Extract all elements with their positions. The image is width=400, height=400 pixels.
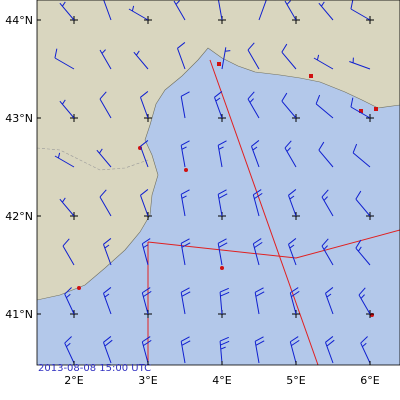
wind-barb [180,336,191,364]
wind-barb [64,287,75,315]
wind-barb [140,189,149,217]
wind-barb [251,140,260,168]
wind-barb [177,42,186,70]
wind-barb [219,287,230,315]
wind-barb [141,336,152,364]
wind-barb [350,97,371,119]
wind-barb [254,287,265,315]
wind-barb [37,264,38,265]
wind-barb [128,5,149,21]
wind-barb [133,50,149,70]
wind-barb [180,140,190,168]
wind-barb [258,0,276,21]
wind-barb [141,238,151,266]
wind-barb [59,99,75,119]
wind-barb [350,0,371,21]
lat-label: 44°N [5,14,33,27]
wind-barb [284,140,297,168]
wind-barb [284,0,297,21]
wind-barb [315,94,334,119]
timestamp: 2013-08-08 15:00 UTC [38,363,151,374]
wind-barb [180,238,191,266]
wind-barb [141,287,152,315]
wind-barb [281,92,297,119]
wind-barb [15,64,37,69]
lon-label: 3°E [138,374,157,387]
lon-label: 4°E [212,374,231,387]
wind-barb [96,148,112,168]
wind-barb [313,54,334,70]
wind-barb [321,189,334,217]
wind-barb [37,361,38,363]
wind-barb [219,336,230,364]
wind-barb [247,91,260,119]
wind-barb [252,238,263,266]
wind-barb [217,189,228,217]
wind-barb [325,287,334,315]
wind-barb [62,238,75,266]
lon-label: 5°E [286,374,305,387]
wind-barb [103,238,112,266]
wind-barb [318,141,334,168]
wind-barb [349,57,371,70]
wind-barb [103,0,112,21]
wind-barb [37,166,38,167]
wind-barb [99,49,112,70]
wind-barb [289,287,300,315]
wind-barb [221,47,231,70]
wind-barb [99,91,112,119]
wind-barb [360,336,371,364]
frame [36,0,400,366]
wind-barb [214,91,223,119]
wind-barb [54,48,75,70]
wind-barb [173,0,186,21]
wind-barb [325,336,335,364]
wind-barb [247,42,260,70]
lat-label: 43°N [5,112,33,125]
wind-barb [358,287,371,315]
wind-barb [217,0,223,21]
border [37,147,149,171]
wind-barb [59,197,75,217]
wind-barb [59,1,75,21]
wind-barb [140,91,149,119]
wind-barb [318,1,334,21]
wind-barb [217,140,227,168]
wind-barb [99,189,112,217]
wind-barb [355,190,371,217]
wind-barb [103,336,113,364]
wind-barb [352,143,371,168]
wind-barb [103,287,112,315]
lon-label: 2°E [64,374,83,387]
wind-barb [288,238,297,266]
wind-barb [321,238,334,266]
wind-barb [288,189,297,217]
lon-label: 6°E [360,374,379,387]
wind-barb [281,43,297,70]
wind-barb [54,152,75,168]
wind-barb [140,140,149,168]
wind-barbs [15,0,371,364]
wind-barb [254,336,265,364]
wind-barb [355,239,371,266]
wind-barb [180,287,191,315]
map-area [15,0,400,365]
wind-barb [252,189,263,217]
wind-barb [64,336,75,364]
lat-label: 41°N [5,308,33,321]
wind-barb [180,189,190,217]
wind-barb [217,238,228,266]
wind-barb [289,336,300,364]
lat-label: 42°N [5,210,33,223]
wind-barb [180,91,190,119]
